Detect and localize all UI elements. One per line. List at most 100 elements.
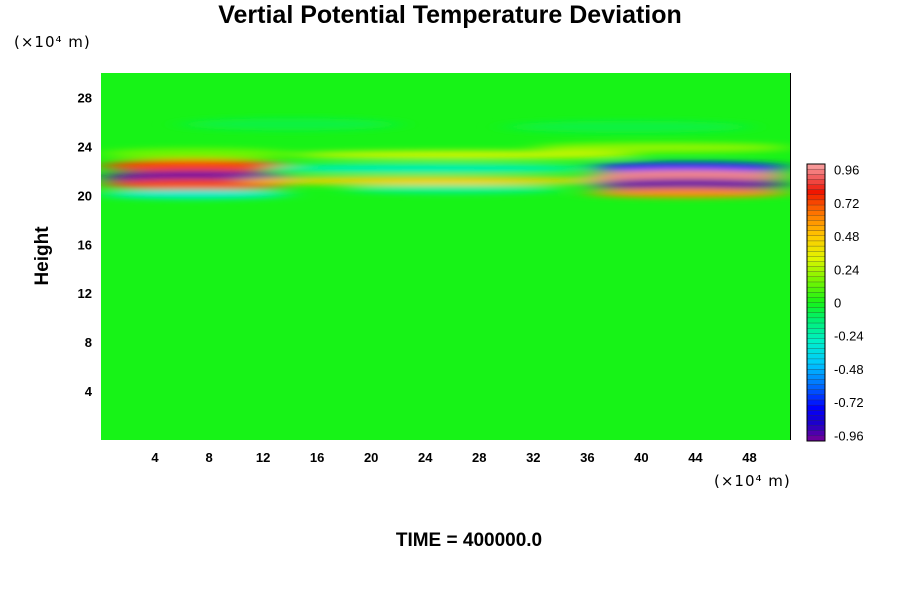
- colorbar-segment: [806, 399, 826, 406]
- colorbar-segment: [806, 338, 826, 344]
- colorbar-segment: [806, 266, 826, 273]
- colorbar-segment: [806, 179, 826, 185]
- colorbar-segment: [806, 261, 826, 268]
- heatmap-feature-11: [587, 169, 790, 182]
- heatmap-feature-10: [587, 161, 790, 173]
- heatmap-feature-5: [236, 176, 615, 185]
- colorbar-segment: [806, 430, 826, 437]
- colorbar-segment: [806, 276, 826, 283]
- colorbar-label: 0.96: [834, 163, 859, 178]
- x-tick-label: 40: [634, 450, 648, 465]
- colorbar-segment: [806, 189, 826, 196]
- heatmap-feature-7: [290, 150, 642, 160]
- heatmap-layer: [101, 118, 790, 200]
- heatmap-feature-14: [182, 118, 399, 131]
- colorbar-labels: 0.96 0.72 0.48 0.24 0 -0.24 -0.48 -0.72 -0.96: [834, 163, 864, 444]
- colorbar-segment: [806, 210, 826, 216]
- heatmap-feature-12: [587, 178, 790, 190]
- x-tick-label: 24: [418, 450, 433, 465]
- colorbar-segment: [806, 374, 826, 380]
- colorbar-label: 0.24: [834, 262, 859, 277]
- heatmap-feature-1: [101, 159, 291, 173]
- colorbar-segment: [806, 415, 826, 421]
- y-axis-unit: (×10⁴ m): [14, 33, 91, 51]
- colorbar-segment: [806, 302, 826, 309]
- colorbar-segment: [806, 286, 826, 293]
- colorbar-segment: [806, 245, 826, 252]
- x-tick-label: 12: [256, 450, 270, 465]
- heatmap-feature-0: [101, 148, 291, 160]
- colorbar-segment: [806, 317, 826, 324]
- colorbar-segment: [806, 327, 826, 334]
- heatmap-feature-15: [506, 120, 750, 133]
- colorbar-segment: [806, 220, 826, 227]
- colorbar-segment: [806, 297, 826, 303]
- x-tick-label: 36: [580, 450, 594, 465]
- chart-title: Vertial Potential Temperature Deviation: [218, 1, 682, 29]
- colorbar-segment: [806, 394, 826, 401]
- colorbar-segment: [806, 404, 826, 411]
- colorbar-segment: [806, 410, 826, 416]
- colorbar-segment: [806, 369, 826, 375]
- x-tick-label: 48: [742, 450, 756, 465]
- colorbar-segment: [806, 184, 826, 191]
- x-tick-label: 8: [205, 450, 212, 465]
- colorbar-segment: [806, 163, 826, 170]
- colorbar-label: 0.72: [834, 196, 859, 211]
- colorbar-segment: [806, 333, 826, 339]
- colorbar-segment: [806, 312, 826, 319]
- colorbar-label: -0.72: [834, 395, 864, 410]
- colorbar-segment: [806, 379, 826, 386]
- heatmap-feature-9: [533, 142, 790, 153]
- colorbar-label: 0.48: [834, 229, 859, 244]
- time-label: TIME = 400000.0: [395, 530, 543, 551]
- colorbar-label: -0.24: [834, 329, 864, 344]
- x-tick-label: 28: [472, 450, 486, 465]
- heatmap-feature-8: [344, 184, 561, 194]
- colorbar-segment: [806, 343, 826, 350]
- colorbar-segment: [806, 271, 826, 278]
- y-tick-label: 12: [78, 286, 92, 301]
- y-tick-label: 16: [78, 237, 92, 252]
- colorbar-segment: [806, 292, 826, 298]
- heatmap-feature-4: [101, 189, 291, 200]
- colorbar-segment: [806, 307, 826, 314]
- colorbar-label: -0.96: [834, 428, 864, 443]
- colorbar-segment: [806, 425, 826, 432]
- colorbar-segment: [806, 281, 826, 288]
- colorbar-segment: [806, 256, 826, 262]
- colorbar-segment: [806, 204, 826, 211]
- colorbar-frame: [806, 163, 826, 442]
- colorbar-segment: [806, 199, 826, 206]
- colorbar-segment: [806, 194, 826, 201]
- colorbar-segment: [806, 358, 826, 365]
- x-axis-unit: (×10⁴ m): [714, 472, 791, 490]
- y-tick-label: 24: [78, 139, 93, 154]
- colorbar-segment: [806, 363, 826, 370]
- x-tick-label: 44: [688, 450, 703, 465]
- colorbar-segment: [806, 240, 826, 247]
- plot-background: [101, 73, 790, 440]
- x-tick-label: 32: [526, 450, 540, 465]
- heatmap-feature-13: [587, 187, 790, 198]
- colorbar-segment: [806, 215, 826, 221]
- colorbar-segment: [806, 225, 826, 232]
- x-tick-label: 20: [364, 450, 378, 465]
- colorbar-label: -0.48: [834, 362, 864, 377]
- colorbar-segment: [806, 251, 826, 257]
- heatmap-feature-6: [263, 163, 588, 174]
- colorbar-segment: [806, 348, 826, 355]
- x-tick-label: 16: [310, 450, 324, 465]
- y-tick-label: 28: [78, 90, 92, 105]
- colorbar-segment: [806, 353, 826, 360]
- colorbar-segment: [806, 235, 826, 242]
- colorbar-segment: [806, 322, 826, 329]
- colorbar-segment: [806, 168, 826, 175]
- colorbar-segment: [806, 174, 826, 180]
- colorbar-label: 0: [834, 296, 841, 311]
- colorbar: [806, 163, 826, 442]
- colorbar-segment: [806, 384, 826, 391]
- colorbar-segment: [806, 389, 826, 396]
- colorbar-segment: [806, 420, 826, 427]
